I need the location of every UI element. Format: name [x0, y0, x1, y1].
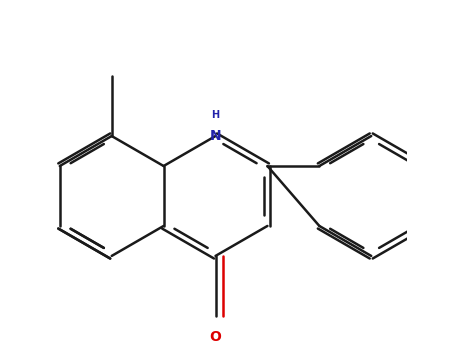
Text: H: H — [212, 110, 220, 120]
Text: O: O — [210, 330, 222, 344]
Text: N: N — [210, 129, 221, 143]
